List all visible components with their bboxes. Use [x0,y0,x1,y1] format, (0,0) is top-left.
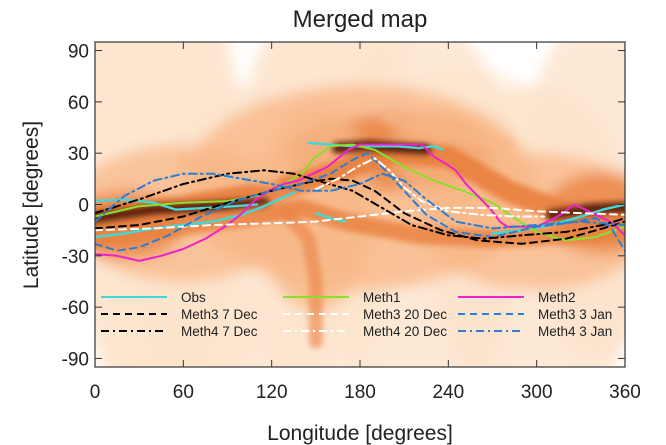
y-axis-title: Latitude [degrees] [20,121,43,289]
y-tick-label: 90 [68,42,89,63]
y-tick-label: 60 [68,93,89,114]
heatmap-diffuse [95,42,625,367]
chart-title: Merged map [293,6,428,33]
x-axis-title: Longitude [degrees] [267,422,453,445]
y-tick-label: -30 [62,247,89,268]
y-tick-label: -60 [62,298,89,319]
series-meth3-20-dec [95,206,625,232]
series-line-meth4-3-jan-0 [95,172,625,230]
legend-label-meth4-7-dec: Meth4 7 Dec [181,324,258,339]
legend-label-meth3-7-dec: Meth3 7 Dec [181,307,258,322]
series-meth4-7-dec [95,169,625,240]
series-line-obs-4 [314,211,347,223]
series-line-obs-0 [95,191,295,239]
legend-label-meth4-20-dec: Meth4 20 Dec [363,324,447,339]
legend-label-meth4-3-jan: Meth4 3 Jan [538,324,612,339]
series-line-meth3-7-dec-0 [95,177,625,245]
series-meth3-7-dec [95,177,625,245]
series-lines [95,141,625,262]
x-tick-label: 360 [609,382,641,403]
series-line-meth3-3-jan-0 [95,152,625,252]
x-tick-label: 300 [521,382,553,403]
series-meth4-3-jan [95,172,625,230]
heatmap-background [95,42,625,367]
x-tick-label: 180 [344,382,376,403]
series-line-obs-3 [307,141,444,151]
series-line-meth4-7-dec-0 [95,169,625,240]
x-tick-label: 60 [173,382,194,403]
x-tick-label: 120 [256,382,288,403]
series-meth3-3-jan [95,152,625,252]
x-tick-label: 0 [90,382,101,403]
series-meth1 [95,143,625,242]
series-line-meth3-20-dec-0 [95,206,625,232]
x-tick-label: 240 [432,382,464,403]
legend: Obs Meth1 Meth2 Meth3 7 Dec Meth3 20 Dec Meth… [101,290,612,339]
series-line-meth1-0 [95,143,625,242]
y-tick-label: 30 [68,144,89,165]
series-line-obs-2 [95,198,178,211]
y-tick-label: -90 [62,349,89,370]
legend-label-meth3-3-jan: Meth3 3 Jan [538,307,612,322]
legend-label-meth1: Meth1 [363,290,401,305]
legend-label-meth3-20-dec: Meth3 20 Dec [363,307,447,322]
y-tick-label: 0 [78,196,89,217]
legend-label-meth2: Meth2 [538,290,576,305]
legend-label-obs: Obs [181,290,206,305]
series-meth4-20-dec [314,157,545,218]
series-line-meth4-20-dec-0 [314,157,545,218]
